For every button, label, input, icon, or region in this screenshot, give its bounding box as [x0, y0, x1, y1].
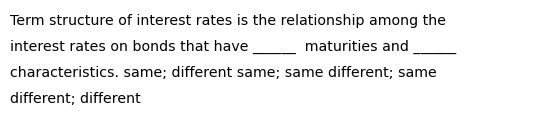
Text: interest rates on bonds that have ______  maturities and ______: interest rates on bonds that have ______…: [10, 40, 456, 54]
Text: different; different: different; different: [10, 92, 141, 106]
Text: characteristics. same; different same; same different; same: characteristics. same; different same; s…: [10, 66, 437, 80]
Text: Term structure of interest rates is the relationship among the: Term structure of interest rates is the …: [10, 14, 446, 28]
